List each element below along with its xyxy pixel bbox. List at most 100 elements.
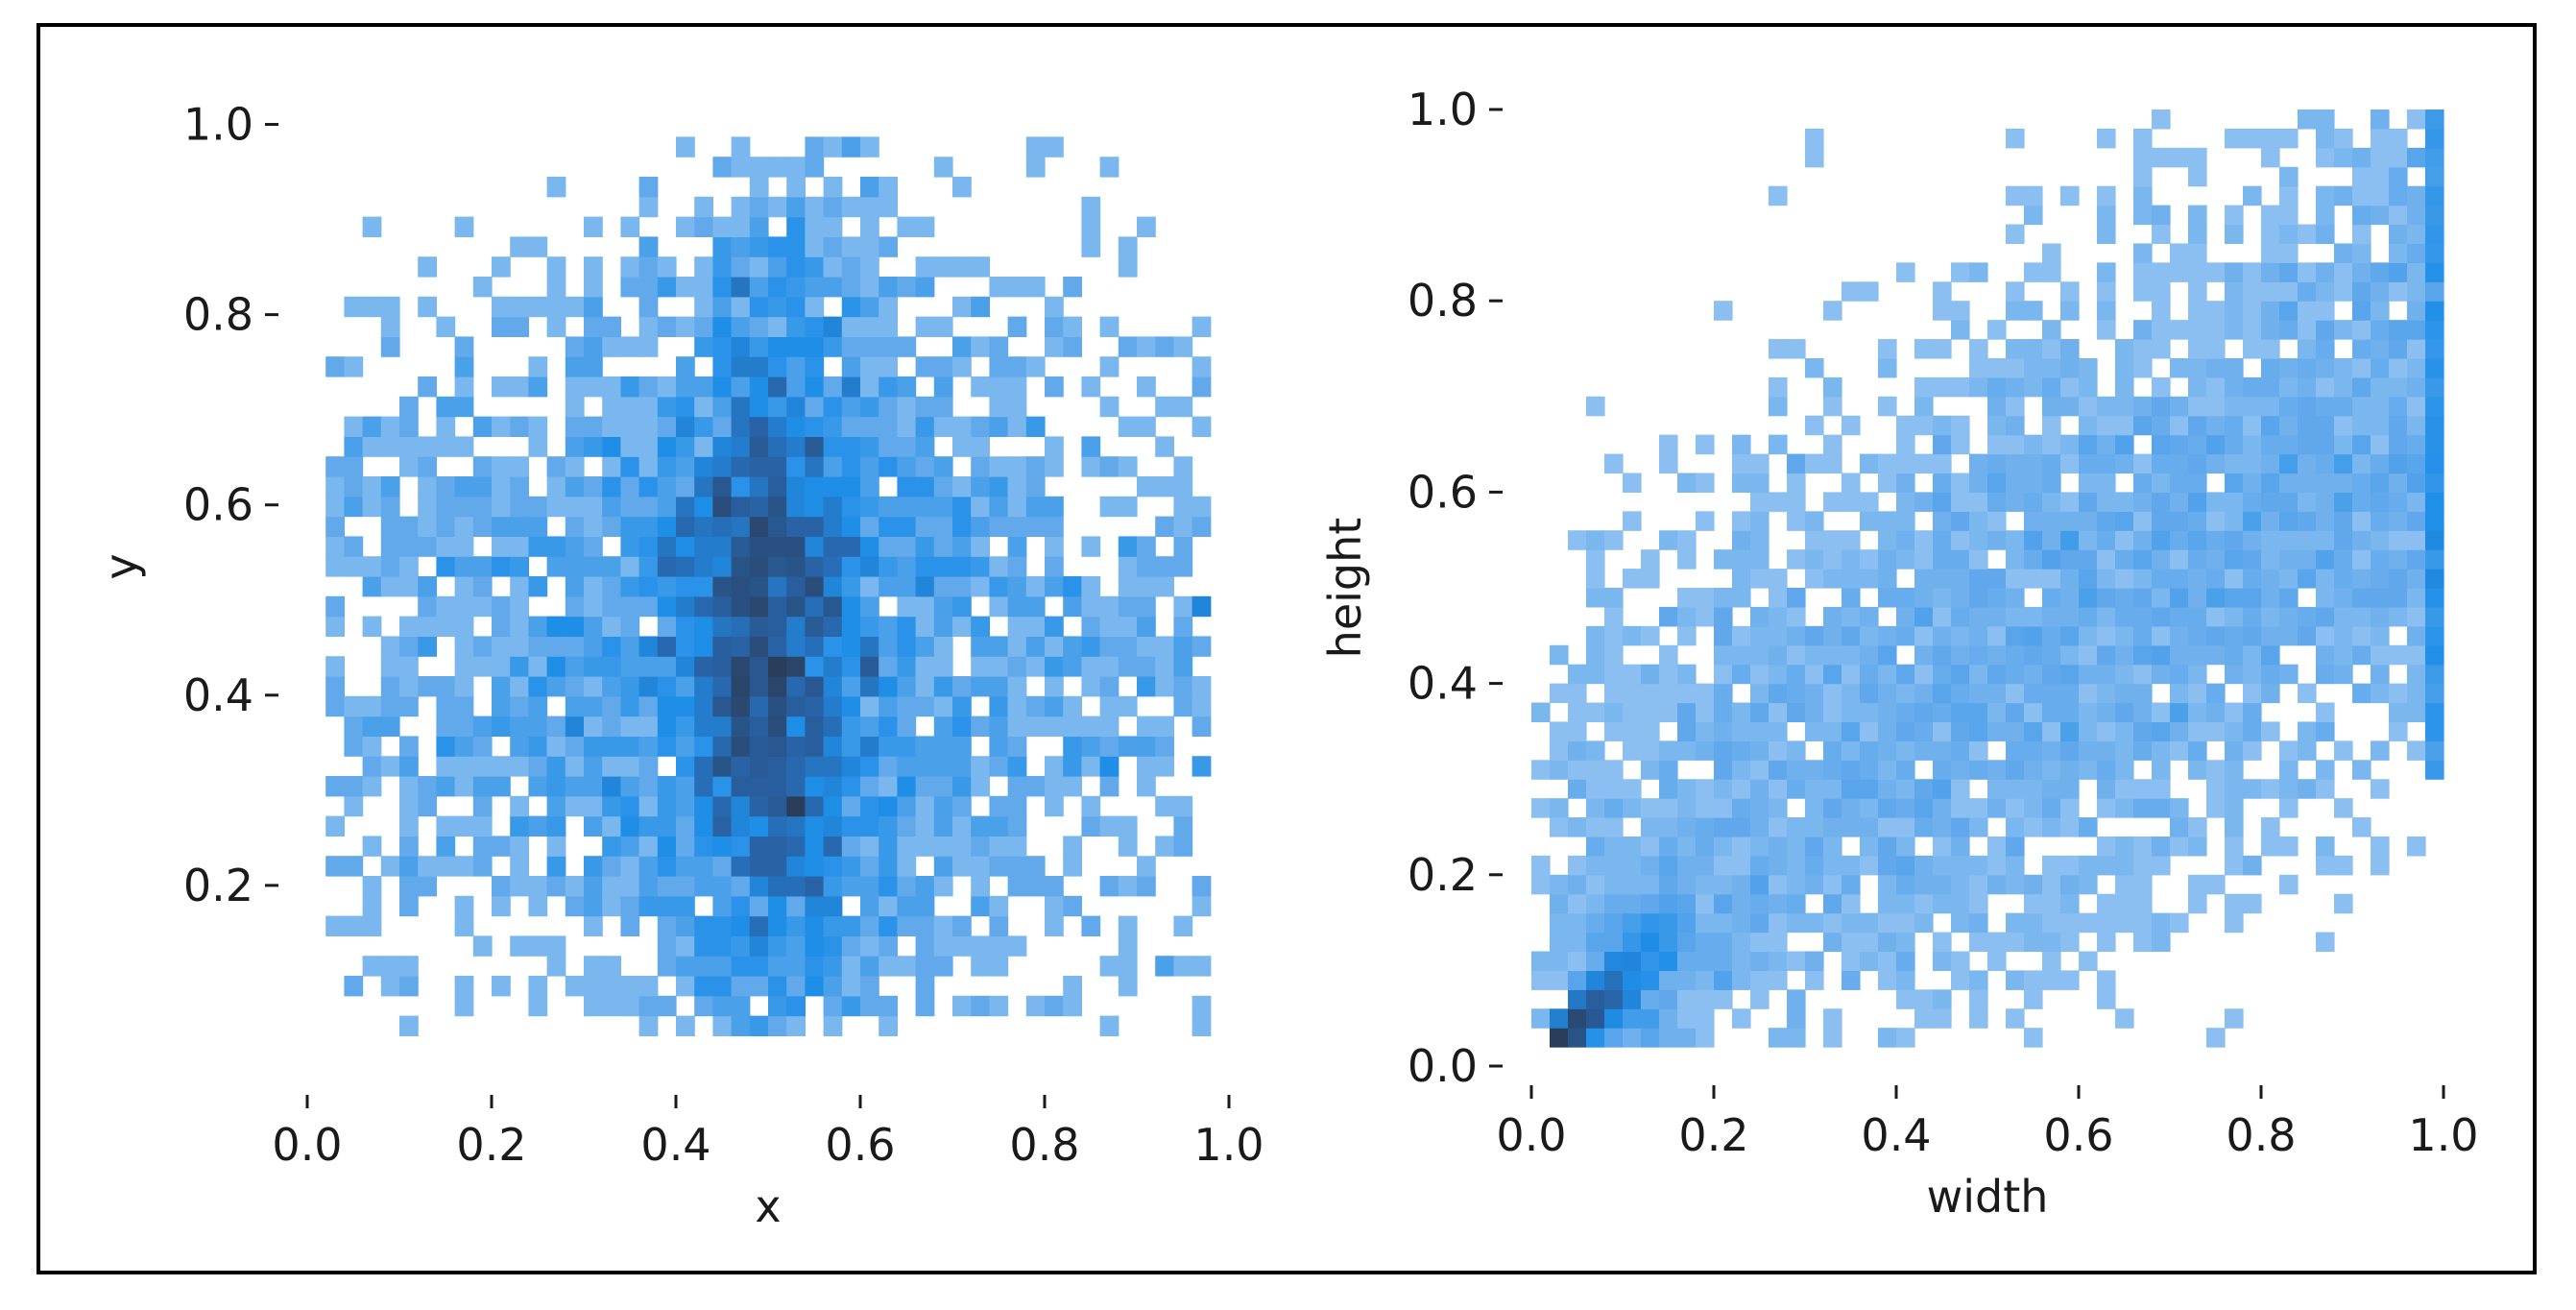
heatmap-cell bbox=[2371, 434, 2390, 455]
heatmap-cell bbox=[2225, 224, 2244, 245]
heatmap-cell bbox=[1951, 530, 1970, 550]
heatmap-cell bbox=[2389, 644, 2408, 666]
heatmap-cell bbox=[1933, 721, 1952, 741]
heatmap-cell bbox=[2225, 740, 2244, 761]
heatmap-cell bbox=[2024, 492, 2043, 512]
heatmap-cell bbox=[1155, 736, 1174, 757]
heatmap-cell bbox=[2316, 185, 2335, 206]
heatmap-cell bbox=[565, 476, 585, 497]
heatmap-cell bbox=[694, 516, 713, 537]
heatmap-cell bbox=[638, 716, 659, 737]
heatmap-cell bbox=[2060, 357, 2080, 378]
heatmap-cell bbox=[344, 416, 364, 437]
heatmap-cell bbox=[897, 595, 917, 618]
heatmap-cell bbox=[860, 196, 879, 218]
heatmap-cell bbox=[602, 496, 621, 518]
heatmap-cell bbox=[805, 935, 825, 957]
heatmap-cell bbox=[1878, 798, 1897, 818]
heatmap-cell bbox=[528, 496, 548, 518]
heatmap-cell bbox=[2170, 569, 2189, 589]
heatmap-cell bbox=[2188, 740, 2207, 761]
heatmap-cell bbox=[1192, 895, 1212, 917]
heatmap-cell bbox=[1896, 625, 1915, 646]
heatmap-cell bbox=[1805, 970, 1824, 990]
heatmap-cell bbox=[2425, 625, 2444, 646]
heatmap-cell bbox=[676, 476, 695, 497]
heatmap-cell bbox=[344, 456, 364, 477]
heatmap-cell bbox=[1696, 989, 1715, 1009]
heatmap-cell bbox=[2152, 644, 2171, 666]
heatmap-cell bbox=[1081, 736, 1101, 757]
heatmap-cell bbox=[492, 256, 511, 278]
heatmap-cell bbox=[2206, 721, 2226, 741]
heatmap-cell bbox=[712, 815, 733, 837]
heatmap-cell bbox=[399, 576, 419, 597]
heatmap-cell bbox=[2425, 453, 2444, 474]
heatmap-cell bbox=[2389, 511, 2408, 531]
heatmap-cell bbox=[897, 636, 917, 657]
heatmap-cell bbox=[2334, 415, 2353, 436]
heatmap-cell bbox=[638, 976, 659, 997]
heatmap-cell bbox=[1659, 740, 1678, 761]
heatmap-cell bbox=[2243, 376, 2262, 398]
heatmap-cell bbox=[2152, 798, 2171, 818]
heatmap-cell bbox=[2225, 530, 2244, 550]
heatmap-cell bbox=[657, 915, 677, 936]
heatmap-cell bbox=[768, 376, 787, 398]
heatmap-cell bbox=[2298, 606, 2317, 627]
heatmap-cell bbox=[841, 316, 861, 337]
heatmap-cell bbox=[694, 496, 713, 518]
heatmap-cell bbox=[2133, 625, 2153, 646]
heatmap-cell bbox=[528, 776, 548, 797]
heatmap-cell bbox=[1933, 874, 1952, 895]
heatmap-cell bbox=[749, 296, 769, 318]
heatmap-cell bbox=[768, 556, 787, 577]
heatmap-cell bbox=[546, 256, 566, 278]
heatmap-cell bbox=[1951, 301, 1970, 321]
heatmap-cell bbox=[1007, 676, 1027, 697]
heatmap-cell bbox=[712, 336, 733, 357]
heatmap-cell bbox=[2407, 434, 2426, 455]
heatmap-cell bbox=[565, 736, 585, 757]
heatmap-cell bbox=[620, 256, 640, 278]
heatmap-cell bbox=[1878, 760, 1897, 780]
heatmap-cell bbox=[2352, 185, 2371, 206]
heatmap-cell bbox=[2042, 664, 2061, 685]
heatmap-cell bbox=[1787, 989, 1806, 1009]
heatmap-cell bbox=[768, 716, 787, 737]
heatmap-cell bbox=[472, 836, 493, 857]
heatmap-cell bbox=[1769, 855, 1788, 876]
heatmap-cell bbox=[1969, 760, 1988, 780]
heatmap-cell bbox=[1045, 676, 1064, 697]
y-tick-label: 0.4 bbox=[1408, 658, 1478, 710]
heatmap-cell bbox=[2407, 243, 2426, 263]
heatmap-cell bbox=[1677, 588, 1697, 608]
heatmap-cell bbox=[915, 895, 935, 917]
heatmap-cell bbox=[1787, 606, 1806, 627]
heatmap-cell bbox=[2206, 644, 2226, 666]
heatmap-cell bbox=[2316, 588, 2335, 608]
heatmap-cell bbox=[2316, 376, 2335, 398]
heatmap-cell bbox=[2170, 912, 2189, 934]
heatmap-cell bbox=[620, 516, 640, 537]
heatmap-cell bbox=[2206, 702, 2226, 723]
heatmap-cell bbox=[2407, 740, 2426, 761]
heatmap-cell bbox=[1787, 951, 1806, 971]
heatmap-cell bbox=[528, 976, 548, 997]
heatmap-cell bbox=[1025, 695, 1046, 717]
heatmap-cell bbox=[2261, 588, 2280, 608]
heatmap-cell bbox=[933, 516, 953, 537]
heatmap-cell bbox=[1063, 277, 1082, 298]
heatmap-cell bbox=[657, 376, 677, 398]
heatmap-cell bbox=[1896, 760, 1915, 780]
heatmap-cell bbox=[584, 636, 603, 657]
heatmap-cell bbox=[2170, 740, 2189, 761]
heatmap-cell bbox=[2188, 357, 2207, 378]
heatmap-cell bbox=[712, 476, 733, 497]
heatmap-cell bbox=[860, 236, 879, 257]
heatmap-cell bbox=[510, 496, 529, 518]
heatmap-cell bbox=[2225, 473, 2244, 493]
heatmap-cell bbox=[2006, 760, 2025, 780]
heatmap-cell bbox=[638, 736, 659, 757]
heatmap-cell bbox=[989, 476, 1009, 497]
